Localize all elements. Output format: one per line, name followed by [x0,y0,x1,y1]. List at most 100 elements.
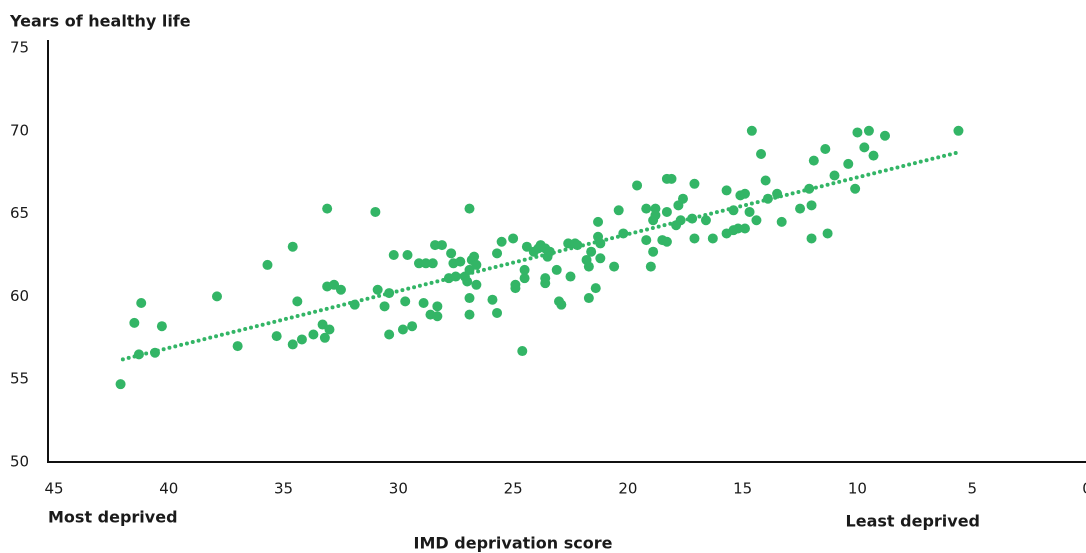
point [868,150,879,161]
point [469,251,480,262]
point [430,240,441,251]
point [613,205,624,216]
point [863,125,874,136]
point [850,183,861,194]
point [519,273,530,284]
y-tick-label: 60 [10,287,29,305]
y-tick-label: 65 [10,204,29,222]
point [739,223,750,234]
point [565,271,576,282]
x-tick-label: 5 [967,480,977,498]
point [402,250,413,260]
point [700,215,711,226]
point [595,238,606,249]
point [287,241,298,252]
point [563,238,574,249]
point [492,307,503,318]
point [648,246,659,257]
point [666,173,677,184]
point [772,188,783,199]
point [583,293,594,304]
y-tick-label: 75 [10,39,29,57]
point [517,346,528,357]
point [487,294,498,305]
point [432,301,443,312]
point [370,206,381,217]
y-axis-label: Years of healthy life [9,12,191,31]
point [760,175,771,186]
point [471,279,482,290]
point [806,200,817,211]
point [384,288,395,299]
point [496,236,507,247]
point [733,223,744,234]
point [436,240,447,251]
point [852,127,863,138]
point [319,332,330,343]
x-tick-label: 40 [159,480,178,498]
point [432,311,443,322]
point [156,321,167,332]
annotation: Most deprived [48,508,178,527]
point [650,210,661,221]
point [450,271,461,282]
point [677,193,688,204]
point [829,170,840,181]
point [322,203,333,214]
point [641,203,652,214]
y-tick-label: 70 [10,121,29,139]
point [540,278,551,289]
point [464,293,475,304]
point [661,236,672,247]
point [455,256,466,267]
point [446,248,457,259]
point [150,347,161,358]
x-axis-label: IMD deprivation score [414,534,613,553]
point [335,284,346,295]
point [317,319,328,330]
point [804,183,815,194]
point [551,264,562,275]
point [464,264,475,275]
point [593,216,604,227]
point [728,205,739,216]
point [329,279,340,290]
point [420,258,431,269]
x-tick-label: 45 [44,480,63,498]
trend-line [120,150,961,362]
point [689,178,700,189]
point [271,331,282,342]
point [572,240,583,251]
point [262,259,273,270]
point [746,125,757,136]
point [464,309,475,320]
point [756,148,767,159]
point [407,321,418,332]
point [462,276,473,287]
point [492,248,503,259]
point [400,296,411,307]
point [590,283,601,294]
point [136,298,147,309]
point [762,193,773,204]
point [427,258,438,269]
x-tick-label: 20 [618,480,637,498]
point [372,284,383,295]
point [707,233,718,244]
point [618,228,629,239]
point [808,155,819,166]
point [641,235,652,246]
point [287,339,298,350]
point [739,188,750,199]
point [586,246,597,257]
point [645,261,656,272]
point [508,233,519,244]
point [843,158,854,169]
annotation: Least deprived [846,512,980,531]
point [292,296,303,307]
point [115,379,126,390]
point [609,261,620,272]
point [510,283,521,294]
point [413,258,424,269]
